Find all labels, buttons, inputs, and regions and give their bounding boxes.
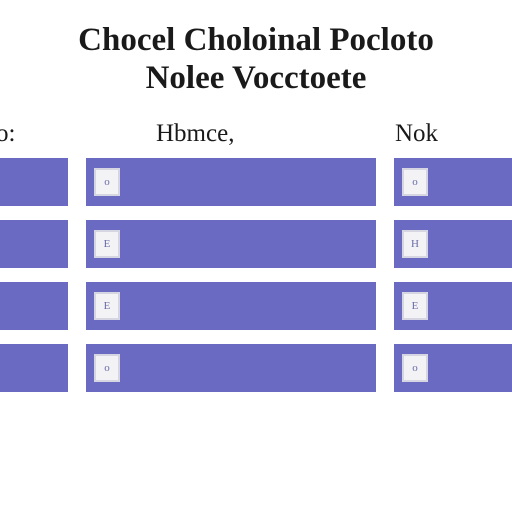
bar-col1: o xyxy=(86,158,376,206)
bar-col0 xyxy=(0,158,68,206)
bar-col1: E xyxy=(86,282,376,330)
bar-col1: o xyxy=(86,344,376,392)
bar-col2: o xyxy=(394,158,512,206)
chip-icon: E xyxy=(94,230,120,258)
bar-col1: E xyxy=(86,220,376,268)
bar-col0 xyxy=(0,344,68,392)
page: Chocel Choloinal Pocloto Nolee Vocctoete… xyxy=(0,0,512,512)
bar-col2: o xyxy=(394,344,512,392)
table-row: oo xyxy=(0,158,512,206)
table-row: EE xyxy=(0,282,512,330)
chip-icon: o xyxy=(402,354,428,382)
chip-icon: o xyxy=(94,354,120,382)
title-block: Chocel Choloinal Pocloto Nolee Vocctoete xyxy=(0,22,512,98)
bar-col0 xyxy=(0,282,68,330)
chip-icon: o xyxy=(402,168,428,196)
title-line-1: Chocel Choloinal Pocloto xyxy=(0,22,512,60)
bar-grid: ooEHEEoo xyxy=(0,158,512,392)
chip-icon: E xyxy=(402,292,428,320)
bar-col2: E xyxy=(394,282,512,330)
chip-icon: E xyxy=(94,292,120,320)
column-header-0: o: xyxy=(0,120,15,148)
column-header-1: Hbmce, xyxy=(156,120,234,148)
column-headers: o: Hbmce, Nok xyxy=(0,120,512,158)
table-row: oo xyxy=(0,344,512,392)
bar-col2: H xyxy=(394,220,512,268)
bar-col0 xyxy=(0,220,68,268)
table-row: EH xyxy=(0,220,512,268)
column-header-2: Nok xyxy=(395,120,438,148)
chip-icon: H xyxy=(402,230,428,258)
chip-icon: o xyxy=(94,168,120,196)
title-line-2: Nolee Vocctoete xyxy=(0,60,512,98)
